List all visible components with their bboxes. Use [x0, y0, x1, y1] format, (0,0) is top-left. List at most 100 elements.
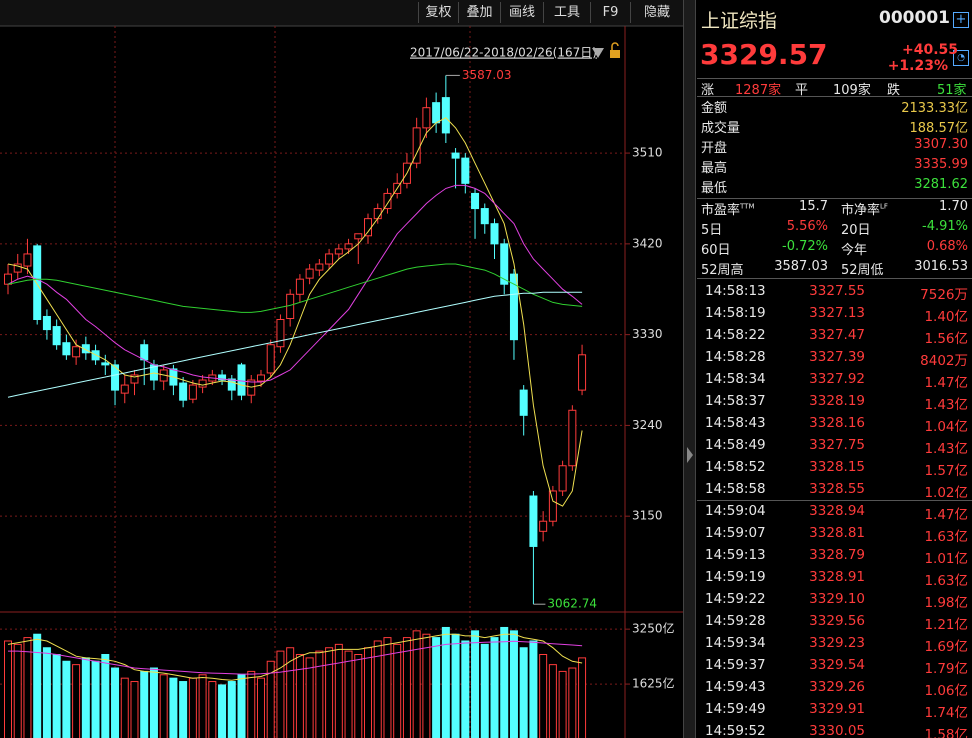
candle-body — [364, 218, 373, 237]
tick-price: 3327.55 — [809, 283, 865, 299]
candle-body — [480, 208, 489, 225]
change: +40.55 — [901, 42, 958, 58]
tick-volume: 7526万 — [920, 287, 968, 303]
toolbar-button[interactable]: 叠加 — [458, 2, 500, 23]
volume-bar — [325, 647, 334, 738]
tick-price: 3327.75 — [809, 437, 865, 453]
candle-body — [490, 223, 499, 245]
tick-time: 14:58:34 — [705, 371, 766, 387]
candle-body — [179, 382, 188, 401]
candle-body — [276, 319, 285, 348]
volume-bar — [130, 681, 139, 738]
tick-price: 3329.91 — [809, 701, 865, 717]
breadth-value: 1287家 — [735, 83, 782, 98]
tick-time: 14:59:49 — [705, 701, 766, 717]
volume-bar — [315, 650, 324, 738]
volume-bar — [480, 643, 489, 738]
volume-bar — [393, 643, 402, 738]
volume-bar — [412, 630, 421, 738]
tick-time: 14:58:37 — [705, 393, 766, 409]
tick-price: 3328.81 — [809, 525, 865, 541]
metric-value: 5.56% — [786, 219, 828, 234]
candle-body — [373, 208, 382, 220]
volume-bar — [247, 670, 256, 738]
separator — [697, 96, 972, 97]
tick-time: 14:58:43 — [705, 415, 766, 431]
volume-bar — [227, 681, 236, 738]
last-price: 3329.57 — [700, 38, 828, 71]
metric-value: 15.7 — [799, 199, 828, 214]
breadth-label: 涨 — [701, 83, 715, 98]
candle-body — [568, 409, 577, 467]
tick-volume: 1.47亿 — [924, 375, 968, 391]
stat-label: 成交量 — [701, 121, 741, 136]
volume-bar — [578, 657, 587, 738]
collapse-bar[interactable] — [683, 0, 696, 738]
metric-label: 52周低 — [841, 263, 884, 278]
lock-icon[interactable] — [610, 50, 620, 58]
toolbar-button[interactable]: 复权 — [418, 2, 458, 23]
candle-body — [13, 263, 22, 273]
candle-body — [52, 326, 61, 346]
volume-bar — [354, 654, 363, 738]
candle-body — [256, 374, 265, 382]
ma-line — [7, 263, 583, 313]
candle-body — [81, 344, 90, 354]
tick-price: 3327.13 — [809, 305, 865, 321]
metric-label: 60日 — [701, 243, 731, 258]
toolbar-button[interactable]: 隐藏 — [630, 2, 683, 23]
volume-bar — [548, 664, 557, 738]
tick-time: 14:58:58 — [705, 481, 766, 497]
metric-value: 3587.03 — [774, 259, 828, 274]
range-label: 2017/06/22-2018/02/26(167日) — [410, 46, 597, 60]
volume-bar — [111, 667, 120, 738]
y-tick-label: 3510 — [632, 146, 663, 160]
candle-body — [529, 495, 538, 547]
tick-time: 14:59:19 — [705, 569, 766, 585]
volume-bar — [91, 660, 100, 738]
volume-bar — [373, 640, 382, 738]
tick-price: 3328.15 — [809, 459, 865, 475]
tick-volume: 1.02亿 — [924, 485, 968, 501]
toolbar-button[interactable]: 工具 — [543, 2, 590, 23]
volume-bar — [295, 654, 304, 738]
tick-price: 3327.47 — [809, 327, 865, 343]
volume-bar — [179, 681, 188, 738]
tick-volume: 1.47亿 — [924, 507, 968, 523]
metric-sup: LF — [880, 202, 888, 211]
volume-bar — [509, 630, 518, 738]
toolbar-button[interactable]: F9 — [590, 2, 630, 23]
volume-bar — [4, 640, 12, 738]
candle-body — [4, 273, 12, 285]
tick-time: 14:59:43 — [705, 679, 766, 695]
range-dropdown[interactable] — [592, 48, 604, 58]
change-pct: +1.23% — [887, 58, 948, 74]
volume-ma-line — [7, 633, 583, 681]
tick-volume: 1.63亿 — [924, 573, 968, 589]
volume-bar — [52, 654, 61, 738]
stat-label: 最低 — [701, 181, 728, 196]
volume-bar — [33, 633, 42, 738]
metric-label: 市盈率TTM — [701, 202, 755, 218]
tick-time: 14:59:13 — [705, 547, 766, 563]
volume-bar — [101, 654, 110, 738]
tick-price: 3330.05 — [809, 723, 865, 738]
toolbar-button[interactable]: 画线 — [500, 2, 543, 23]
candle-body — [500, 243, 509, 285]
candle-body — [509, 273, 518, 341]
candle-body — [266, 344, 275, 374]
volume-bar — [568, 667, 577, 738]
tick-time: 14:59:07 — [705, 525, 766, 541]
candle-body — [441, 97, 450, 134]
tick-time: 14:58:19 — [705, 305, 766, 321]
volume-bar — [441, 626, 450, 738]
candle-body — [237, 364, 246, 396]
tick-volume: 1.43亿 — [924, 397, 968, 413]
candle-body — [461, 157, 470, 184]
volume-bar — [402, 637, 411, 738]
alert-button[interactable]: ◔ — [953, 50, 969, 66]
tick-price: 3329.10 — [809, 591, 865, 607]
add-button[interactable]: + — [953, 12, 969, 28]
volume-ma-line — [8, 640, 583, 675]
